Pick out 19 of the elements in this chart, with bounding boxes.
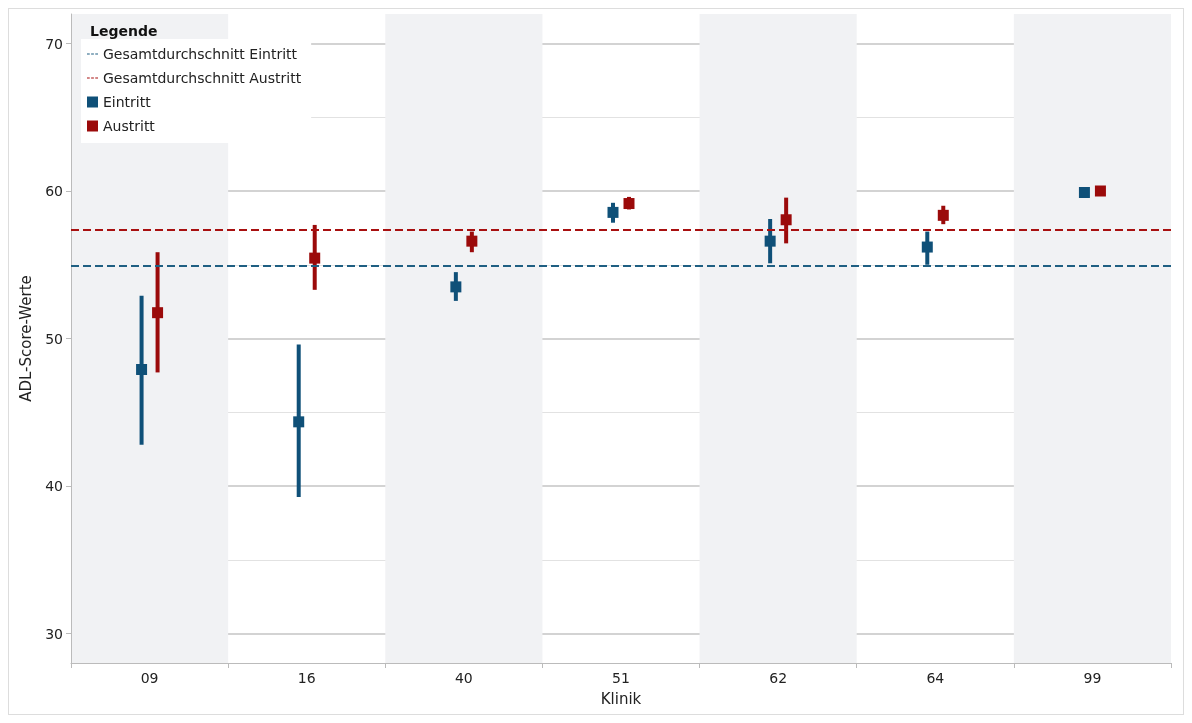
x-tick-label: 16 (297, 670, 316, 686)
legend-label: Eintritt (103, 94, 152, 110)
y-tick-label: 30 (45, 625, 63, 642)
y-axis-title: ADL-Score-Werte (16, 275, 35, 402)
legend-label: Austritt (103, 118, 156, 134)
legend-label: Gesamtdurchschnitt Austritt (103, 70, 302, 86)
x-tick-label: 51 (612, 670, 630, 686)
y-tick-label: 40 (45, 478, 63, 494)
x-tick-label: 64 (926, 670, 945, 686)
x-tick-label: 09 (140, 670, 159, 686)
legend-title: Legende (90, 23, 158, 39)
legend-label: Gesamtdurchschnitt Eintritt (103, 46, 298, 62)
y-tick-label: 50 (45, 330, 63, 347)
x-tick-label: 40 (454, 670, 473, 686)
y-tick-label: 70 (45, 35, 63, 52)
y-tick-label: 60 (45, 183, 63, 199)
x-tick-label: 62 (769, 670, 788, 686)
x-axis-title: Klinik (600, 689, 642, 708)
x-tick-label: 99 (1083, 670, 1102, 686)
